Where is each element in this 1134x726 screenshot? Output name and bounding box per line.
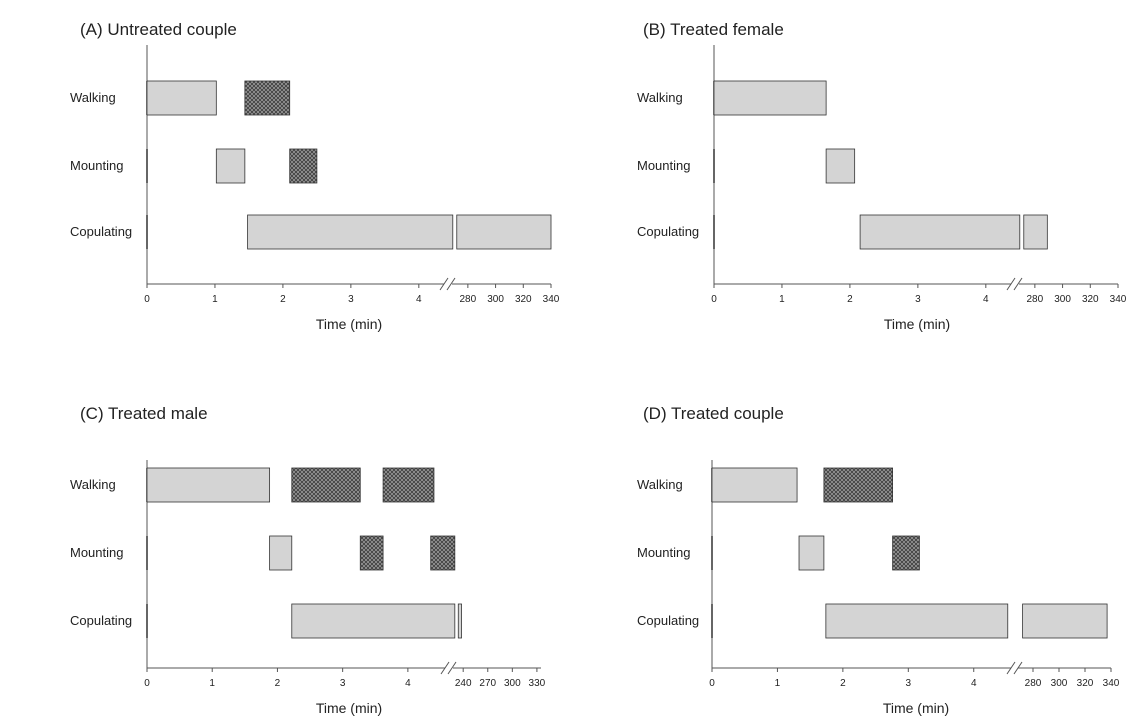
x-tick-label: 1 <box>779 294 785 305</box>
x-tick-label: 300 <box>504 678 521 689</box>
x-tick-label: 280 <box>1025 678 1042 689</box>
axis-break-mark <box>1013 277 1023 291</box>
chart-title: (D) Treated couple <box>643 404 784 423</box>
row-label-mounting: Mounting <box>70 158 123 173</box>
bar-mounting-plain <box>825 148 856 184</box>
x-tick-label: 340 <box>1110 294 1127 305</box>
bar-mounting-hatched <box>430 535 456 571</box>
x-tick-label: 300 <box>487 294 504 305</box>
x-tick-label: 2 <box>847 294 853 305</box>
x-tick-label: 3 <box>915 294 921 305</box>
axis-break-mark <box>1013 661 1023 675</box>
chart-title: (C) Treated male <box>80 404 208 423</box>
x-tick-label: 4 <box>983 294 989 305</box>
x-tick-label: 340 <box>543 294 560 305</box>
chart-panel-4: (D) Treated couple 0 1 2 3 4 280 300 320 340 Time … <box>637 404 1120 716</box>
bar-walking-plain <box>146 467 271 503</box>
x-tick-label: 340 <box>1103 678 1120 689</box>
row-label-mounting: Mounting <box>70 545 123 560</box>
bar-copulating-plain <box>859 214 1021 250</box>
row-label-copulating: Copulating <box>70 224 132 239</box>
bar-mounting-plain <box>215 148 246 184</box>
x-tick-label: 4 <box>971 678 977 689</box>
bar-copulating-plain <box>456 214 552 250</box>
x-tick-label: 320 <box>515 294 532 305</box>
axis-break-mark <box>439 277 449 291</box>
x-axis-label: Time (min) <box>316 700 382 716</box>
bar-walking-hatched <box>244 80 291 116</box>
x-tick-label: 1 <box>775 678 781 689</box>
x-axis-label: Time (min) <box>884 316 950 332</box>
bar-copulating-plain <box>247 214 454 250</box>
chart-panel-3: (C) Treated male 0 1 2 3 4 240 270 300 330 Time (m… <box>70 404 546 716</box>
row-label-walking: Walking <box>637 90 683 105</box>
x-tick-label: 1 <box>209 678 215 689</box>
x-tick-label: 0 <box>711 294 717 305</box>
axis-break-mark <box>446 277 456 291</box>
chart-panel-2: (B) Treated female 0 1 2 3 4 280 300 320 340 Time … <box>637 20 1127 332</box>
bar-walking-plain <box>146 80 217 116</box>
x-tick-label: 4 <box>405 678 411 689</box>
x-tick-label: 320 <box>1082 294 1099 305</box>
x-tick-label: 3 <box>906 678 912 689</box>
axis-break-mark <box>1006 661 1016 675</box>
x-tick-label: 2 <box>280 294 286 305</box>
row-label-copulating: Copulating <box>637 613 699 628</box>
row-label-mounting: Mounting <box>637 545 690 560</box>
chart-title: (B) Treated female <box>643 20 784 39</box>
bar-walking-plain <box>713 80 827 116</box>
row-label-mounting: Mounting <box>637 158 690 173</box>
bar-mounting-plain <box>269 535 293 571</box>
x-tick-label: 0 <box>144 294 150 305</box>
x-tick-label: 0 <box>144 678 150 689</box>
row-label-copulating: Copulating <box>637 224 699 239</box>
x-tick-label: 2 <box>840 678 846 689</box>
x-tick-label: 1 <box>212 294 218 305</box>
x-tick-label: 270 <box>479 678 496 689</box>
row-label-walking: Walking <box>637 477 683 492</box>
row-label-walking: Walking <box>70 90 116 105</box>
bar-mounting-hatched <box>892 535 920 571</box>
x-axis-label: Time (min) <box>883 700 949 716</box>
x-tick-label: 280 <box>460 294 477 305</box>
x-tick-label: 320 <box>1077 678 1094 689</box>
axis-break-mark <box>440 661 450 675</box>
bar-walking-hatched <box>823 467 894 503</box>
bar-walking-hatched <box>382 467 435 503</box>
x-tick-label: 0 <box>709 678 715 689</box>
x-axis-label: Time (min) <box>316 316 382 332</box>
x-tick-label: 4 <box>416 294 422 305</box>
bar-copulating-plain <box>291 603 456 639</box>
axis-break-mark <box>447 661 457 675</box>
bar-copulating-plain <box>825 603 1009 639</box>
bar-mounting-hatched <box>289 148 318 184</box>
bar-mounting-plain <box>798 535 825 571</box>
bar-mounting-hatched <box>359 535 384 571</box>
x-tick-label: 330 <box>529 678 546 689</box>
x-tick-label: 2 <box>275 678 281 689</box>
bar-copulating-plain <box>1022 603 1108 639</box>
x-tick-label: 280 <box>1027 294 1044 305</box>
chart-panel-1: (A) Untreated couple 0 1 2 3 4 280 300 320 340 Tim… <box>70 20 560 332</box>
bar-walking-plain <box>711 467 798 503</box>
x-tick-label: 300 <box>1054 294 1071 305</box>
x-tick-label: 3 <box>340 678 346 689</box>
x-tick-label: 240 <box>455 678 472 689</box>
x-tick-label: 300 <box>1051 678 1068 689</box>
axis-break-mark <box>1006 277 1016 291</box>
bar-copulating-plain <box>1023 214 1048 250</box>
row-label-copulating: Copulating <box>70 613 132 628</box>
bar-walking-hatched <box>291 467 361 503</box>
x-tick-label: 3 <box>348 294 354 305</box>
chart-title: (A) Untreated couple <box>80 20 237 39</box>
bar-copulating-plain <box>457 603 462 639</box>
row-label-walking: Walking <box>70 477 116 492</box>
